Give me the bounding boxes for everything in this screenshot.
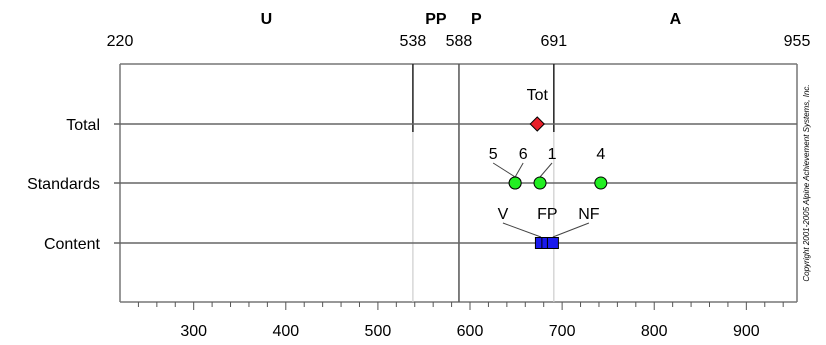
category-rows: Total Standards Content (27, 117, 797, 253)
leader-line-6 (514, 162, 524, 178)
cutpoint-label-691: 691 (540, 33, 567, 50)
band-label-pp: PP (425, 11, 447, 28)
point-label-1: 1 (548, 146, 557, 163)
point-tot (529, 116, 545, 132)
row-label-content: Content (44, 236, 101, 253)
leader-line-v (502, 222, 542, 238)
cutpoint-label-538: 538 (400, 33, 427, 50)
band-label-a: A (670, 11, 682, 28)
copyright-text: Copyright 2001-2005 Alpine Achievement S… (802, 84, 811, 281)
x-tick-label-300: 300 (180, 323, 207, 340)
point-nf (546, 237, 559, 249)
point-label-v: V (498, 206, 509, 223)
point-label-nf: NF (578, 206, 600, 223)
point-label-6: 6 (519, 146, 528, 163)
leader-line-1 (539, 162, 553, 178)
point-label-4: 4 (596, 146, 605, 163)
band-label-u: U (261, 11, 273, 28)
leader-line-5 (492, 162, 516, 178)
x-tick-label-500: 500 (365, 323, 392, 340)
x-tick-label-900: 900 (733, 323, 760, 340)
x-tick-label-700: 700 (549, 323, 576, 340)
data-marks: Tot 5 6 1 4 V FP NF (489, 87, 608, 249)
cutpoint-label-955: 955 (784, 33, 811, 50)
point-4 (594, 176, 608, 190)
band-label-p: P (471, 11, 482, 28)
leader-line-nf (552, 222, 590, 238)
x-tick-label-800: 800 (641, 323, 668, 340)
point-label-5: 5 (489, 146, 498, 163)
x-tick-label-400: 400 (272, 323, 299, 340)
row-label-standards: Standards (27, 176, 100, 193)
point-1 (533, 176, 547, 190)
row-label-total: Total (66, 117, 100, 134)
point-6 (508, 176, 522, 190)
cutpoint-label-588: 588 (446, 33, 473, 50)
x-tick-label-600: 600 (457, 323, 484, 340)
point-label-fp: FP (537, 206, 557, 223)
x-axis: 300 400 500 600 700 800 900 (137, 302, 784, 340)
cutpoint-label-220: 220 (107, 33, 134, 50)
point-label-tot: Tot (527, 87, 549, 104)
